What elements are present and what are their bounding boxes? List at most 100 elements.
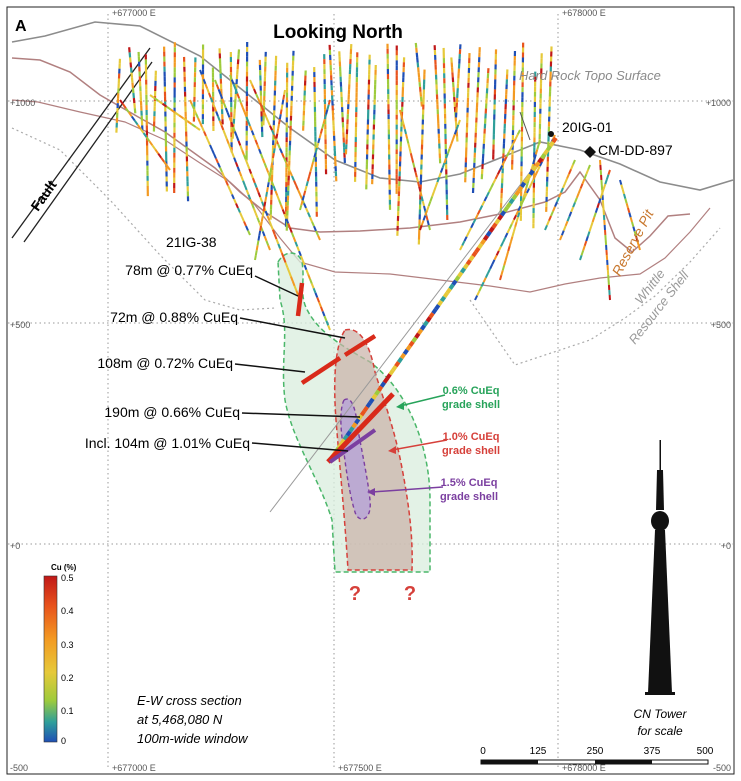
drill-hole-segment: [282, 257, 287, 263]
drill-hole-segment: [227, 143, 232, 149]
diag-hole-segment: [462, 263, 469, 270]
drill-hole-segment: [239, 212, 243, 218]
shell-label-0-6-a: 0.6% CuEq: [443, 385, 500, 397]
drill-hole-segment: [481, 200, 486, 207]
drill-hole-segment: [420, 220, 425, 226]
drill-hole-segment: [269, 167, 273, 173]
drill-hole-segment: [315, 230, 319, 236]
legend-color-bar: [43, 575, 58, 743]
shell-label-1-5-b: grade shell: [440, 491, 498, 503]
drill-hole-segment: [560, 230, 565, 236]
drill-hole-segment: [229, 74, 233, 81]
drill-hole-segment: [299, 255, 304, 261]
intercept-labels: 78m @ 0.77% CuEq 72m @ 0.88% CuEq 108m @…: [85, 262, 253, 451]
drill-hole-segment: [260, 216, 264, 222]
drill-hole-segment: [269, 125, 273, 131]
diag-hole-segment: [425, 316, 432, 323]
drill-hole-segment: [166, 165, 171, 171]
drill-hole-segment: [263, 111, 267, 117]
legend-tick-0-2: 0.2: [61, 673, 74, 683]
reserve-pit-line: [11, 57, 691, 253]
drill-hole-segment: [325, 109, 329, 115]
e-bottom-label-2: +677500 E: [338, 763, 382, 773]
drill-hole-segment: [532, 174, 537, 181]
hole-label-20IG-01: 20IG-01: [562, 119, 613, 135]
drill-hole-segment: [299, 193, 303, 200]
diag-hole-segment: [379, 381, 386, 388]
drill-hole-segment: [455, 124, 460, 130]
drill-hole-segment: [232, 126, 236, 132]
section-note-line-1: E-W cross section: [137, 693, 242, 708]
drill-hole-segment: [453, 129, 458, 135]
drill-hole-segment: [474, 295, 479, 301]
diag-hole-segment: [422, 320, 429, 327]
drill-hole-segment: [530, 163, 535, 170]
topo-label: Hard Rock Topo Surface: [519, 68, 661, 83]
drill-hole-segment: [505, 250, 510, 257]
drill-hole-segment: [490, 182, 495, 189]
drill-hole-segment: [252, 208, 257, 214]
diag-hole-segment: [448, 283, 455, 290]
scale-tick-500: 500: [697, 746, 714, 757]
drill-hole-segment: [258, 148, 262, 155]
drill-hole-segment: [249, 79, 253, 85]
drill-hole-segment: [558, 192, 562, 198]
drill-hole-segment: [270, 181, 275, 187]
drill-hole-segment: [253, 182, 258, 189]
drill-hole-segment: [559, 234, 563, 241]
drill-hole-segment: [421, 200, 425, 207]
drill-hole-segment: [434, 181, 439, 188]
drill-hole-segment: [501, 265, 506, 271]
drill-hole-segment: [213, 106, 218, 112]
drill-hole-segment: [562, 225, 567, 231]
drill-hole-segment: [191, 104, 195, 110]
drill-hole-segment: [494, 173, 499, 180]
drill-hole-segment: [221, 98, 225, 104]
drill-hole-segment: [583, 174, 588, 180]
scale-tick-125: 125: [530, 746, 547, 757]
drill-hole-segment: [504, 232, 509, 239]
drill-hole-segment: [574, 197, 578, 203]
drill-hole-segment: [406, 138, 410, 144]
drill-hole-segment: [229, 148, 234, 154]
drill-hole-segment: [566, 173, 570, 180]
drill-hole-segment: [303, 264, 308, 271]
drill-hole-segment: [503, 156, 508, 162]
diag-hole-segment: [454, 275, 461, 282]
drill-hole-segment: [297, 189, 301, 195]
drill-hole-segment: [510, 236, 514, 242]
drill-hole-segment: [266, 186, 269, 193]
shell-label-1-5-a: 1.5% CuEq: [441, 477, 498, 489]
drill-hole-segment: [274, 190, 279, 196]
drill-hole-segment: [250, 130, 255, 136]
drill-hole-segment: [579, 183, 584, 189]
hole-label-21IG-38: 21IG-38: [166, 234, 217, 250]
panel-letter: A: [15, 18, 27, 35]
drill-hole-segment: [312, 287, 317, 294]
drill-hole-segment: [154, 148, 160, 155]
drill-hole-segment: [577, 188, 582, 194]
drill-hole-segment: [522, 192, 526, 199]
drill-hole-segment: [311, 221, 315, 227]
elev-right-3: +0: [721, 541, 731, 551]
drill-hole-segment: [607, 169, 611, 176]
drill-hole-segment: [279, 248, 283, 254]
drill-hole-segment: [478, 286, 483, 292]
drill-hole-segment: [125, 107, 130, 113]
drill-hole-segment: [256, 240, 260, 246]
diag-hole-segment: [488, 226, 495, 233]
drill-hole-segment: [590, 221, 594, 228]
diag-hole-segment: [428, 312, 435, 319]
drill-hole-segment: [261, 201, 265, 207]
drill-hole-segment: [267, 177, 271, 183]
drill-hole-segment: [251, 84, 255, 90]
drill-hole-segment: [142, 132, 148, 138]
drill-hole-segment: [550, 210, 554, 217]
drill-hole-segment: [588, 226, 593, 232]
drill-hole-segment: [505, 151, 510, 158]
diag-hole-segment: [479, 238, 487, 246]
diag-hole-segment: [419, 324, 427, 331]
drill-hole-segment: [572, 202, 576, 208]
drill-hole-segment: [247, 230, 251, 236]
